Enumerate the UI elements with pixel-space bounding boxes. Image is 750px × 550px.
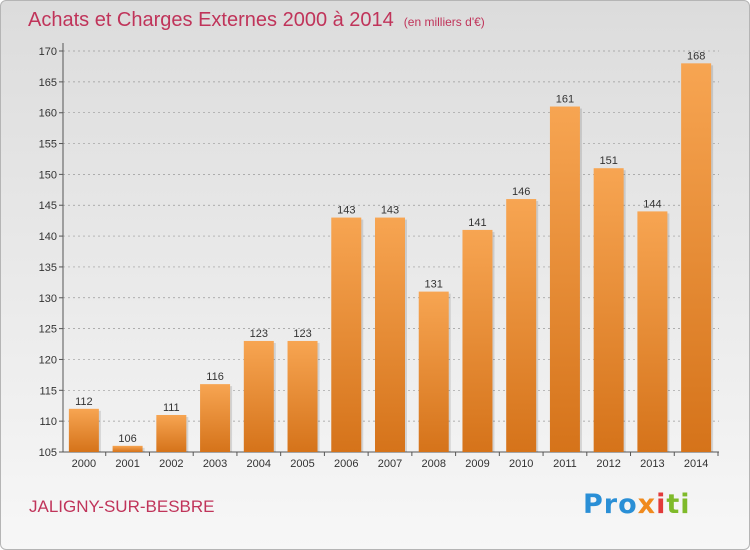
chart-title-block: Achats et Charges Externes 2000 à 2014 (e… <box>28 9 485 32</box>
y-tick-label-115: 115 <box>39 385 57 397</box>
y-tick-label-145: 145 <box>39 200 57 212</box>
y-tick-label-125: 125 <box>39 324 57 336</box>
x-tick-label-2005: 2005 <box>290 458 314 470</box>
x-tick-label-2001: 2001 <box>115 458 139 470</box>
y-tick-label-150: 150 <box>39 169 57 181</box>
bar-value-label-2012: 151 <box>599 155 617 167</box>
bar-value-label-2007: 143 <box>381 205 399 217</box>
bar-value-label-2003: 116 <box>206 371 224 383</box>
bar-value-label-2006: 143 <box>337 205 355 217</box>
bar-value-label-2010: 146 <box>512 186 530 198</box>
bar-2000 <box>68 408 99 452</box>
y-tick-label-110: 110 <box>39 416 57 428</box>
y-tick-label-130: 130 <box>39 293 57 305</box>
bar-2009 <box>462 229 493 452</box>
x-tick-label-2000: 2000 <box>72 458 96 470</box>
bar-value-label-2011: 161 <box>556 94 574 106</box>
x-tick-label-2013: 2013 <box>640 458 664 470</box>
chart-subtitle: (en milliers d'€) <box>403 15 485 29</box>
bar-2007 <box>375 217 405 452</box>
bar-2013 <box>637 211 668 452</box>
bar-2002 <box>156 414 187 452</box>
bar-2001 <box>112 445 143 452</box>
x-tick-label-2011: 2011 <box>553 458 577 470</box>
bar-value-label-2005: 123 <box>293 328 311 340</box>
logo-part-3: i <box>656 489 667 520</box>
x-tick-label-2004: 2004 <box>247 458 271 470</box>
x-tick-label-2010: 2010 <box>509 458 533 470</box>
y-tick-label-105: 105 <box>39 447 57 459</box>
bar-2004 <box>243 340 274 452</box>
y-tick-label-165: 165 <box>39 77 57 89</box>
bar-2012 <box>593 168 624 452</box>
y-tick-label-160: 160 <box>39 108 57 120</box>
bar-value-label-2013: 144 <box>643 198 661 210</box>
x-tick-label-2014: 2014 <box>684 458 708 470</box>
bar-2008 <box>418 291 449 452</box>
logo-part-1: Pro <box>583 489 638 520</box>
bar-value-label-2002: 111 <box>163 402 180 414</box>
bar-value-label-2001: 106 <box>118 433 136 445</box>
x-tick-label-2009: 2009 <box>465 458 489 470</box>
logo-part-4: ti <box>666 489 691 520</box>
bar-value-label-2009: 141 <box>468 217 486 229</box>
y-tick-label-135: 135 <box>39 262 57 274</box>
y-tick-label-170: 170 <box>39 46 57 58</box>
y-tick-label-155: 155 <box>39 139 57 151</box>
bar-value-label-2004: 123 <box>250 328 268 340</box>
bar-2005 <box>287 340 318 452</box>
bar-2010 <box>506 199 537 452</box>
bar-2003 <box>200 384 231 452</box>
x-tick-label-2002: 2002 <box>159 458 183 470</box>
x-tick-label-2003: 2003 <box>203 458 227 470</box>
x-tick-label-2006: 2006 <box>334 458 358 470</box>
y-tick-label-120: 120 <box>39 354 57 366</box>
y-tick-label-140: 140 <box>39 231 57 243</box>
x-tick-label-2012: 2012 <box>596 458 620 470</box>
bar-2011 <box>549 106 580 453</box>
logo-part-2: x <box>637 489 657 520</box>
x-tick-label-2008: 2008 <box>421 458 445 470</box>
bar-value-label-2000: 112 <box>75 396 93 408</box>
bar-2014 <box>681 63 712 452</box>
proxiti-logo: Proxiti <box>583 489 691 520</box>
bar-value-label-2008: 131 <box>425 279 443 291</box>
city-name: JALIGNY-SUR-BESBRE <box>29 497 215 516</box>
bar-2006 <box>331 217 362 452</box>
bar-value-label-2014: 168 <box>687 50 705 62</box>
chart-title: Achats et Charges Externes 2000 à 2014 <box>28 9 394 31</box>
x-tick-label-2007: 2007 <box>378 458 402 470</box>
